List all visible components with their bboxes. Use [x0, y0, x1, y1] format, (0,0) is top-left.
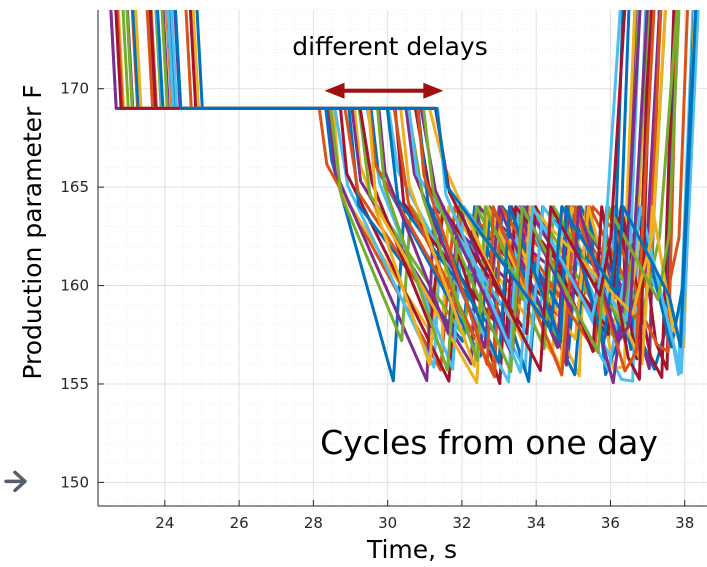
- delays-annotation: different delays: [292, 32, 487, 61]
- x-tick-label: 26: [230, 514, 249, 532]
- y-axis-title: Production parameter F: [18, 84, 47, 379]
- x-tick-label: 24: [155, 514, 174, 532]
- y-tick-label: 150: [60, 473, 89, 491]
- axes: 24 26 28 30 32 34 36 38 150 155 160 165 170: [60, 10, 707, 532]
- x-tick-label: 38: [675, 514, 694, 532]
- y-tick-label: 160: [60, 277, 89, 295]
- x-axis-title: Time, s: [366, 535, 457, 564]
- series-group: [109, 10, 700, 386]
- x-tick-label: 36: [601, 514, 620, 532]
- delay-arrow: [324, 82, 444, 99]
- y-tick-label: 170: [60, 80, 89, 98]
- right-arrow-icon: [4, 470, 27, 493]
- x-tick-label: 30: [378, 514, 397, 532]
- x-tick-label: 32: [452, 514, 471, 532]
- cycles-annotation: Cycles from one day: [320, 423, 658, 462]
- x-tick-label: 28: [304, 514, 323, 532]
- y-tick-label: 165: [60, 178, 89, 196]
- y-tick-label: 155: [60, 375, 89, 393]
- x-tick-label: 34: [527, 514, 546, 532]
- cycle-line: [174, 10, 698, 348]
